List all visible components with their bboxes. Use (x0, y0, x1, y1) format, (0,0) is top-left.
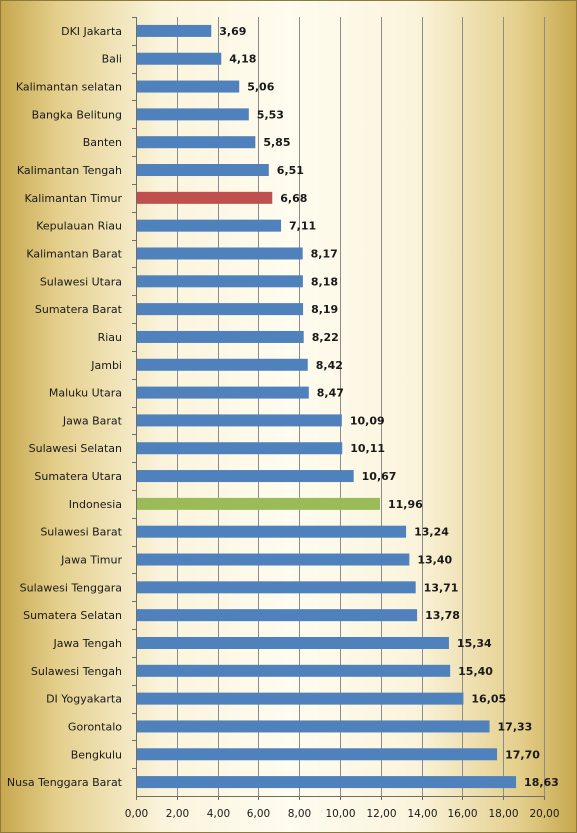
value-label: 10,67 (362, 470, 397, 483)
category-label: Sulawesi Tengah (31, 665, 122, 678)
x-tick-label: 14,00 (407, 808, 437, 820)
bar (137, 581, 416, 594)
value-label: 13,78 (425, 609, 460, 622)
category-label: Nusa Tenggara Barat (7, 776, 123, 789)
bar (137, 776, 517, 789)
bar (137, 219, 282, 232)
bar (137, 164, 269, 177)
bar (137, 52, 222, 65)
category-label: Sulawesi Utara (40, 275, 122, 288)
bar (137, 442, 343, 455)
value-label: 8,22 (312, 331, 339, 344)
category-label: Indonesia (69, 498, 122, 511)
category-label: Jawa Barat (62, 414, 123, 427)
value-label: 11,96 (388, 498, 423, 511)
category-label: Sulawesi Selatan (29, 442, 122, 455)
category-label: Bangka Belitung (32, 108, 122, 121)
value-label: 8,19 (311, 303, 338, 316)
value-label: 5,53 (257, 108, 284, 121)
bar (137, 275, 303, 288)
x-tick-label: 12,00 (366, 808, 396, 820)
bar (137, 636, 449, 649)
category-label: Kalimantan Barat (26, 247, 122, 260)
value-label: 6,51 (277, 164, 304, 177)
bar (137, 247, 303, 260)
x-tick-label: 2,00 (166, 808, 189, 820)
value-label: 17,70 (505, 748, 540, 761)
value-label: 15,34 (457, 637, 492, 650)
x-tick-label: 6,00 (247, 808, 270, 820)
value-label: 13,40 (417, 554, 452, 567)
category-label: Jawa Tengah (52, 637, 122, 650)
x-tick-label: 10,00 (325, 808, 355, 820)
bar (137, 720, 490, 733)
bar (137, 525, 407, 538)
category-label: Kalimantan Tengah (17, 164, 122, 177)
bar (137, 303, 304, 316)
category-label: DKI Jakarta (61, 25, 122, 38)
value-label: 8,18 (311, 275, 338, 288)
category-label: Bali (102, 53, 122, 66)
x-tick-label: 4,00 (207, 808, 230, 820)
category-label: Bengkulu (71, 748, 122, 761)
value-label: 6,68 (280, 192, 307, 205)
bar (137, 692, 464, 705)
value-label: 13,71 (424, 581, 459, 594)
category-label: Gorontalo (68, 720, 122, 733)
bar (137, 136, 256, 149)
category-label: Sulawesi Barat (40, 526, 122, 539)
value-label: 3,69 (219, 25, 246, 38)
bar (137, 553, 410, 566)
x-tick-label: 18,00 (488, 808, 518, 820)
value-label: 5,85 (263, 136, 290, 149)
bar (137, 191, 273, 204)
bar (137, 386, 309, 399)
category-label: Sumatera Utara (34, 470, 122, 483)
value-label: 10,11 (350, 442, 385, 455)
value-label: 8,47 (317, 387, 344, 400)
bar (137, 108, 249, 121)
x-tick-label: 20,00 (529, 808, 559, 820)
bar (137, 414, 342, 427)
value-label: 18,63 (524, 776, 559, 789)
bar (137, 358, 308, 371)
bar (137, 664, 451, 677)
category-label: Kepulauan Riau (36, 220, 122, 233)
bar (137, 80, 240, 93)
category-label: Sulawesi Tenggara (20, 581, 122, 594)
category-label: Jambi (90, 359, 122, 372)
value-label: 16,05 (471, 693, 506, 706)
bar (137, 497, 380, 510)
value-label: 8,42 (316, 359, 343, 372)
category-label: Maluku Utara (49, 387, 122, 400)
x-tick-label: 0,00 (125, 808, 148, 820)
value-label: 10,09 (350, 414, 385, 427)
value-label: 15,40 (458, 665, 493, 678)
category-label: Jawa Timur (60, 554, 122, 567)
category-label: Sumatera Barat (35, 303, 123, 316)
x-tick-label: 16,00 (447, 808, 477, 820)
bar (137, 24, 212, 37)
category-label: DI Yogyakarta (46, 693, 122, 706)
x-tick-label: 8,00 (288, 808, 311, 820)
value-label: 17,33 (498, 720, 533, 733)
value-label: 7,11 (289, 220, 316, 233)
bar (137, 748, 498, 761)
category-label: Sumatera Selatan (23, 609, 122, 622)
bar (137, 609, 418, 622)
bar (137, 330, 304, 343)
value-label: 13,24 (414, 526, 449, 539)
category-label: Riau (98, 331, 122, 344)
category-label: Banten (83, 136, 122, 149)
category-label: Kalimantan Timur (25, 192, 123, 205)
value-label: 5,06 (247, 81, 274, 94)
bar (137, 470, 354, 483)
category-label: Kalimantan selatan (16, 81, 122, 94)
value-label: 4,18 (229, 53, 256, 66)
value-label: 8,17 (311, 247, 338, 260)
